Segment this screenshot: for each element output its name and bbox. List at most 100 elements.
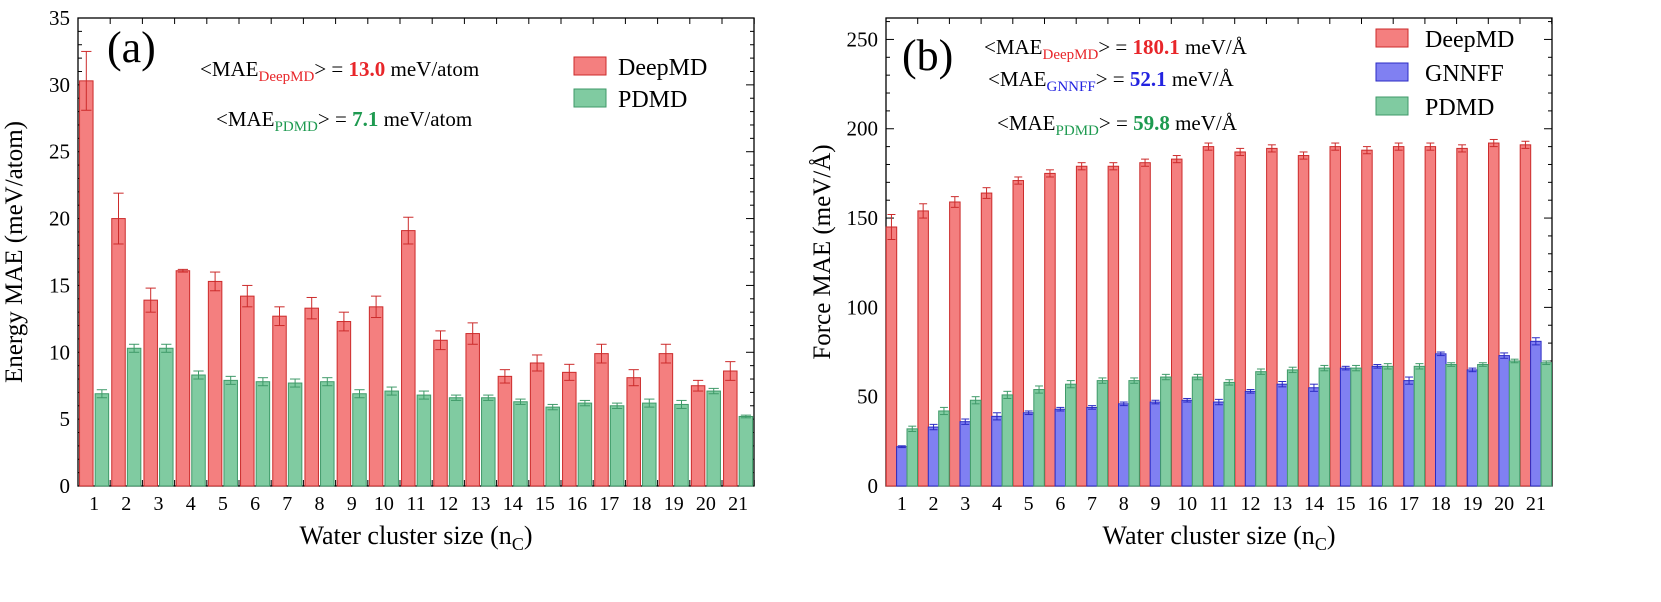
- bar-pdmd: [223, 379, 238, 487]
- bar-deepmd: [272, 315, 287, 487]
- x-axis-label: Water cluster size (nC): [300, 521, 533, 554]
- bar-pdmd: [1128, 380, 1140, 487]
- x-tick-label: 5: [1024, 493, 1034, 515]
- x-tick-label: 13: [1272, 493, 1292, 515]
- annotation-value: 59.8: [1133, 111, 1170, 135]
- annotation-equals: > =: [314, 57, 348, 81]
- bar-pdmd: [1318, 367, 1331, 487]
- y-tick-label: 150: [847, 206, 879, 230]
- bar-pdmd: [159, 347, 174, 487]
- bar-deepmd: [1392, 146, 1405, 487]
- bar-deepmd: [1456, 147, 1468, 487]
- bar-pdmd: [609, 405, 625, 487]
- bar-pdmd: [738, 415, 754, 487]
- bar-gnnff: [1371, 365, 1384, 487]
- bar-pdmd: [352, 393, 367, 487]
- bar-deepmd: [304, 307, 319, 487]
- x-tick-label: 18: [632, 493, 652, 515]
- bar-pdmd: [1540, 362, 1552, 487]
- annotation-prefix: <MAE: [984, 35, 1043, 59]
- x-tick-label: 19: [1462, 493, 1482, 515]
- x-tick-label: 19: [664, 493, 684, 515]
- x-tick-label: 16: [567, 493, 587, 515]
- legend-swatch-pdmd: [573, 88, 607, 108]
- legend-label: DeepMD: [1425, 27, 1514, 53]
- x-tick-label: 14: [503, 493, 523, 515]
- bar-deepmd: [336, 321, 352, 487]
- bar-deepmd: [1075, 165, 1088, 487]
- bar-deepmd: [658, 353, 674, 487]
- x-axis-label-main: Water cluster size (n: [1103, 521, 1315, 550]
- bar-pdmd: [545, 406, 560, 487]
- x-tick-label: 14: [1304, 493, 1324, 515]
- y-tick-label: 250: [847, 27, 879, 51]
- y-tick-label: 0: [60, 474, 71, 498]
- bar-deepmd: [594, 353, 609, 487]
- bar-deepmd: [368, 306, 384, 487]
- x-tick-label: 18: [1431, 493, 1451, 515]
- annotation-equals: > =: [1096, 67, 1130, 91]
- bar-gnnff: [1118, 403, 1130, 487]
- bar-gnnff: [927, 426, 940, 487]
- bar-deepmd: [1266, 147, 1278, 487]
- bar-pdmd: [1255, 371, 1267, 487]
- mae-annotation: <MAEPDMD> = 7.1 meV/atom: [216, 107, 472, 135]
- annotation-prefix: <MAE: [216, 107, 275, 131]
- bar-gnnff: [1530, 340, 1542, 487]
- bar-pdmd: [448, 397, 464, 487]
- x-tick-label: 20: [1494, 493, 1514, 515]
- panel-label: (a): [107, 23, 156, 72]
- legend-swatch-gnnff: [1375, 62, 1409, 82]
- legend-swatch-deepmd: [573, 56, 607, 76]
- legend: DeepMD PDMD: [573, 55, 707, 113]
- bar-gnnff: [1435, 353, 1447, 487]
- mae-annotation: <MAEDeepMD> = 13.0 meV/atom: [200, 57, 479, 85]
- plot-frame: [77, 17, 755, 487]
- bar-deepmd: [1012, 180, 1024, 487]
- annotation-equals: > =: [1099, 111, 1133, 135]
- bar-deepmd: [401, 230, 416, 487]
- bar-pdmd: [94, 393, 110, 487]
- x-tick-label: 6: [250, 493, 260, 515]
- y-tick-label: 35: [49, 6, 70, 30]
- bar-pdmd: [1477, 364, 1489, 487]
- y-axis-label: Energy MAE (meV/atom): [1, 121, 28, 383]
- legend: DeepMD GNNFF PDMD: [1375, 27, 1514, 121]
- bar-pdmd: [577, 402, 593, 487]
- bar-deepmd: [1424, 146, 1437, 487]
- bar-gnnff: [1149, 401, 1162, 487]
- bar-pdmd: [1223, 381, 1235, 487]
- bar-pdmd: [320, 381, 335, 487]
- bar-pdmd: [1160, 376, 1172, 487]
- y-tick-label: 15: [49, 273, 70, 297]
- bar-deepmd: [1107, 165, 1120, 487]
- bar-deepmd: [1044, 172, 1056, 487]
- bar-pdmd: [481, 397, 496, 487]
- annotation-unit: meV/atom: [378, 107, 472, 131]
- annotation-equals: > =: [1098, 35, 1132, 59]
- bar-deepmd: [626, 377, 641, 487]
- bar-deepmd: [1234, 151, 1246, 487]
- bar-deepmd: [723, 370, 738, 487]
- bar-deepmd: [1519, 144, 1532, 487]
- bar-deepmd: [175, 270, 191, 487]
- legend-label: PDMD: [1425, 95, 1494, 121]
- x-tick-label: 8: [315, 493, 325, 515]
- x-tick-label: 16: [1367, 493, 1387, 515]
- bar-deepmd: [980, 192, 993, 487]
- annotation-subscript: PDMD: [275, 119, 319, 135]
- bar-pdmd: [416, 394, 432, 487]
- mae-annotation: <MAEDeepMD> = 180.1 meV/Å: [984, 35, 1248, 63]
- x-tick-label: 11: [406, 493, 425, 515]
- bar-pdmd: [1096, 380, 1109, 487]
- x-tick-label: 12: [1241, 493, 1261, 515]
- x-tick-label: 2: [929, 493, 939, 515]
- bar-pdmd: [642, 402, 657, 487]
- bar-pdmd: [1413, 365, 1426, 487]
- series-pdmd: [94, 343, 754, 487]
- legend-label: DeepMD: [618, 55, 707, 81]
- bar-pdmd: [938, 410, 950, 487]
